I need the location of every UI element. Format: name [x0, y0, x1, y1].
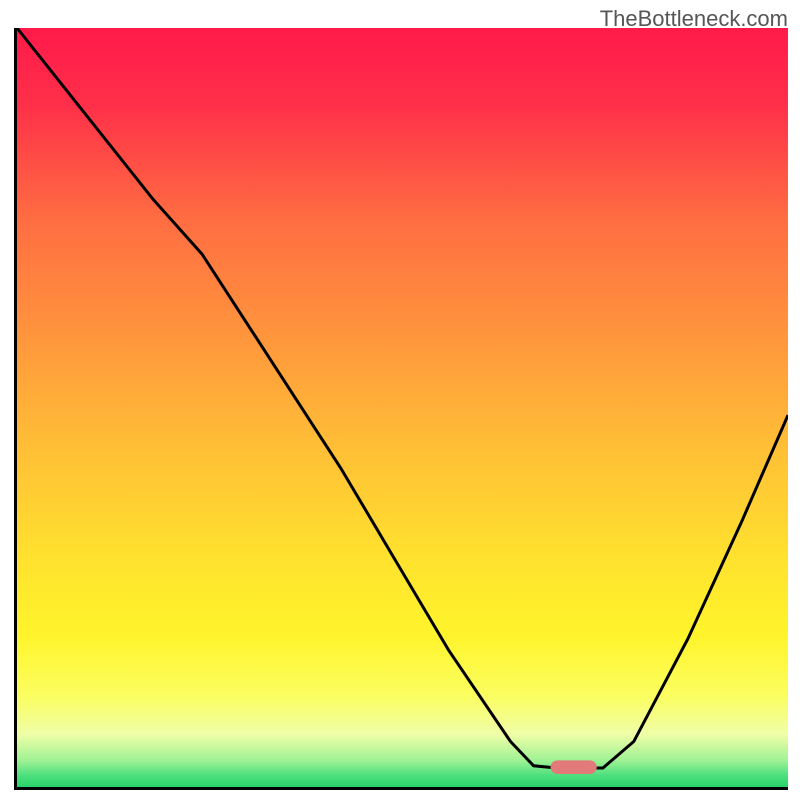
- watermark-text: TheBottleneck.com: [600, 6, 788, 32]
- bottleneck-curve: [17, 28, 788, 768]
- plot-area: [14, 28, 788, 790]
- curve-layer: [17, 28, 788, 787]
- optimal-marker: [551, 760, 597, 774]
- bottleneck-chart: TheBottleneck.com: [0, 0, 800, 800]
